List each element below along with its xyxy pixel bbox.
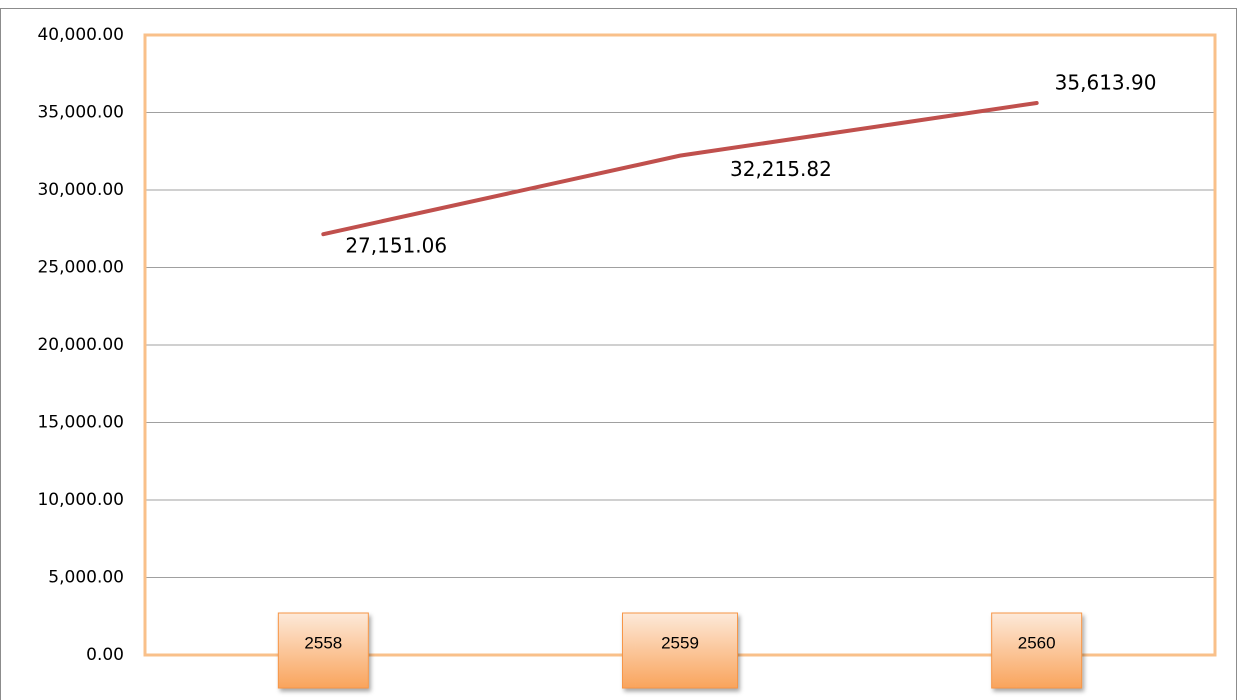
y-tick-label: 30,000.00 [37,180,124,200]
chart-frame [0,8,1237,700]
category-box [622,612,738,689]
y-tick-label: 25,000.00 [37,258,124,278]
y-tick-label: 15,000.00 [37,413,124,433]
category-box [277,612,369,689]
data-label: 27,151.06 [345,234,447,258]
y-tick-label: 40,000.00 [37,25,124,45]
x-tick-label: 2560 [1018,633,1056,652]
y-tick-label: 20,000.00 [37,335,124,355]
y-tick-label: 5,000.00 [48,568,124,588]
category-box [991,612,1083,689]
data-line [321,100,1039,237]
y-tick-label: 10,000.00 [37,490,124,510]
data-label: 35,613.90 [1055,70,1157,94]
x-tick-label: 2559 [661,633,699,652]
y-tick-label: 35,000.00 [37,103,124,123]
data-label: 32,215.82 [730,157,832,181]
x-tick-label: 2558 [304,633,342,652]
y-tick-label: 0.00 [86,645,124,665]
